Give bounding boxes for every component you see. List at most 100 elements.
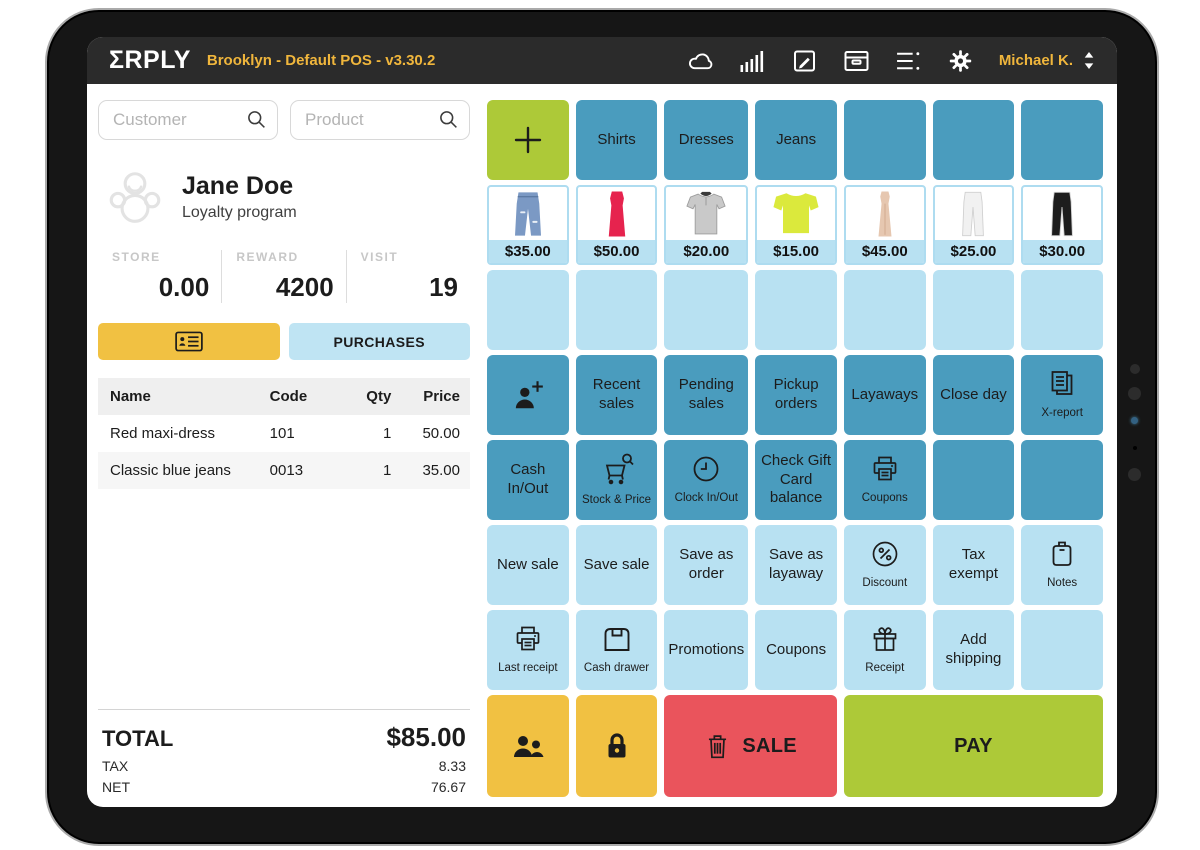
empty-slot (1021, 270, 1103, 350)
button-label: Pending sales (678, 376, 734, 412)
printer-icon (870, 454, 900, 484)
cash-in-out-button[interactable]: Cash In/Out (487, 440, 569, 520)
product-neon-tshirt[interactable]: $15.00 (755, 185, 837, 265)
product-blue-jeans[interactable]: $35.00 (487, 185, 569, 265)
button-label: Tax exempt (948, 546, 999, 582)
current-user[interactable]: Michael K. (998, 52, 1073, 69)
check-gift-card-balance-button[interactable]: Check Gift Card balance (755, 440, 837, 520)
people-icon (510, 728, 546, 764)
x-report-button[interactable]: X-report (1021, 355, 1103, 435)
pos-grid: Shirts Dresses Jeans $35.00 $50.00 $20.00 $15.… (487, 100, 1103, 797)
recent-sales-button[interactable]: Recent sales (575, 355, 658, 435)
new-sale-button[interactable]: New sale (487, 525, 569, 605)
empty-slot (575, 270, 658, 350)
add-customer-button[interactable] (487, 355, 569, 435)
topbar: ΣRPLY Brooklyn - Default POS - v3.30.2 M… (87, 37, 1117, 84)
column-header-qty: Qty (350, 378, 400, 415)
product-black-pants[interactable]: $30.00 (1021, 185, 1103, 265)
pickup-orders-button[interactable]: Pickup orders (755, 355, 837, 435)
pay-button[interactable]: PAY (843, 695, 1103, 797)
button-label: Shirts (597, 130, 636, 148)
product-search-input[interactable] (290, 100, 470, 140)
lock-button[interactable] (575, 695, 658, 797)
layaways-button[interactable]: Layaways (843, 355, 926, 435)
tax-exempt-button[interactable]: Tax exempt (932, 525, 1015, 605)
search-row (98, 100, 470, 140)
cart-cell-qty: 1 (382, 425, 392, 442)
notes-button[interactable]: Notes (1021, 525, 1103, 605)
category-jeans[interactable]: Jeans (755, 100, 837, 180)
archive-icon[interactable] (843, 49, 870, 73)
total-value: $85.00 (386, 722, 466, 752)
customer-card-button[interactable] (98, 323, 280, 360)
pos-title: Brooklyn - Default POS - v3.30.2 (206, 52, 436, 69)
gear-icon[interactable] (947, 49, 974, 73)
speaker-dot (1130, 364, 1140, 374)
empty-category-slot (843, 100, 926, 180)
clock-in-out-button[interactable]: Clock In/Out (664, 440, 749, 520)
coupons-button[interactable]: Coupons (755, 610, 837, 690)
customer-info[interactable]: Jane Doe Loyalty program (98, 166, 470, 228)
promotions-button[interactable]: Promotions (664, 610, 749, 690)
edit-icon[interactable] (791, 49, 818, 73)
tax-label: TAX (102, 758, 129, 774)
button-label: Check Gift Card balance (761, 451, 832, 507)
empty-slot (755, 270, 837, 350)
net-row: NET 76.67 (102, 779, 466, 795)
customer-stats: STORE 0.00 REWARD 4200 VISIT 19 (98, 250, 470, 303)
discount-button[interactable]: Discount (843, 525, 926, 605)
erply-logo: ΣRPLY (109, 46, 191, 74)
button-label: PAY (954, 734, 993, 757)
add-category-button[interactable] (487, 100, 569, 180)
stat-store: STORE 0.00 (98, 250, 221, 303)
product-beige-gown[interactable]: $45.00 (843, 185, 926, 265)
product-price: $30.00 (1023, 240, 1101, 263)
documents-icon (1047, 369, 1077, 399)
button-label: Close day (940, 385, 1007, 403)
sale-panel: Jane Doe Loyalty program STORE 0.00 REWA… (98, 100, 470, 797)
person-add-icon (510, 377, 546, 413)
product-white-pants[interactable]: $25.00 (932, 185, 1015, 265)
save-sale-button[interactable]: Save sale (575, 525, 658, 605)
product-image (666, 187, 746, 240)
cart-row[interactable]: Classic blue jeans 0013 1 35.00 (98, 452, 470, 489)
void-sale-button[interactable]: SALE (664, 695, 837, 797)
product-price: $25.00 (934, 240, 1013, 263)
button-sublabel: Stock & Price (582, 494, 652, 507)
button-label: Pickup orders (773, 376, 819, 412)
purchases-button[interactable]: PURCHASES (288, 323, 470, 360)
close-day-button[interactable]: Close day (932, 355, 1015, 435)
customers-button[interactable] (487, 695, 569, 797)
category-dresses[interactable]: Dresses (664, 100, 749, 180)
cart-cell-code: 101 (269, 425, 295, 442)
printer-icon (513, 624, 543, 654)
add-shipping-button[interactable]: Add shipping (932, 610, 1015, 690)
stock-and-price-button[interactable]: Stock & Price (575, 440, 658, 520)
menu-lines-icon[interactable] (895, 49, 922, 73)
signal-bars-icon[interactable] (739, 49, 766, 73)
pending-sales-button[interactable]: Pending sales (664, 355, 749, 435)
product-red-maxi-dress[interactable]: $50.00 (575, 185, 658, 265)
button-label: SALE (742, 734, 797, 757)
net-value: 76.67 (430, 779, 466, 795)
cash-drawer-button[interactable]: Cash drawer (575, 610, 658, 690)
cart-cell-name: Classic blue jeans (98, 452, 262, 489)
empty-slot (932, 270, 1015, 350)
stat-reward: REWARD 4200 (221, 250, 345, 303)
product-gray-polo[interactable]: $20.00 (664, 185, 749, 265)
button-label: Coupons (766, 640, 827, 658)
last-receipt-button[interactable]: Last receipt (487, 610, 569, 690)
save-as-layaway-button[interactable]: Save as layaway (755, 525, 837, 605)
cart-cell-price: 50.00 (422, 425, 460, 442)
cart-row[interactable]: Red maxi-dress 101 1 50.00 (98, 415, 470, 452)
coupons-print-button[interactable]: Coupons (843, 440, 926, 520)
main-content: Jane Doe Loyalty program STORE 0.00 REWA… (87, 84, 1117, 807)
column-header-name: Name (98, 378, 262, 415)
category-shirts[interactable]: Shirts (575, 100, 658, 180)
customer-search-input[interactable] (98, 100, 278, 140)
column-header-price: Price (399, 378, 470, 415)
save-as-order-button[interactable]: Save as order (664, 525, 749, 605)
cloud-icon[interactable] (687, 49, 714, 73)
user-switch-arrows-icon[interactable] (1083, 51, 1095, 70)
receipt-gift-button[interactable]: Receipt (843, 610, 926, 690)
